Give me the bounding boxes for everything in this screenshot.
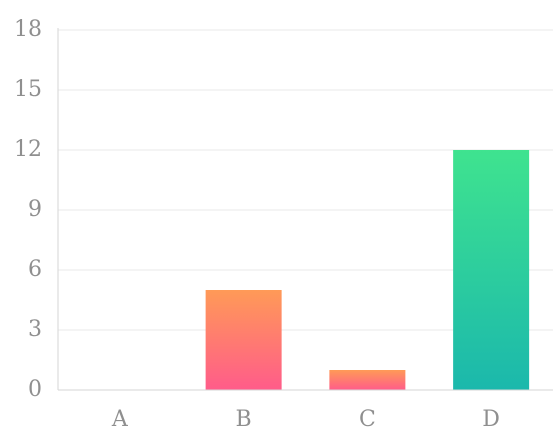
- y-axis-tick-labels: 0 3 6 9 12 15 18: [14, 17, 42, 402]
- bar-D: [453, 150, 530, 390]
- x-axis-tick-labels: A B C D: [111, 407, 500, 432]
- bar-C: [329, 370, 406, 390]
- x-tick-label-B: B: [236, 407, 252, 432]
- y-tick-label-6: 6: [28, 257, 42, 282]
- y-tick-label-15: 15: [14, 77, 42, 102]
- y-tick-label-12: 12: [14, 137, 42, 162]
- bars: [205, 150, 530, 390]
- y-tick-label-0: 0: [28, 377, 42, 402]
- bar-B: [205, 290, 282, 390]
- y-tick-label-9: 9: [28, 197, 42, 222]
- x-tick-label-C: C: [359, 407, 376, 432]
- y-tick-label-18: 18: [14, 17, 42, 42]
- y-tick-label-3: 3: [28, 317, 42, 342]
- x-tick-label-A: A: [111, 407, 129, 432]
- axes: [57, 28, 553, 391]
- x-tick-label-D: D: [482, 407, 500, 432]
